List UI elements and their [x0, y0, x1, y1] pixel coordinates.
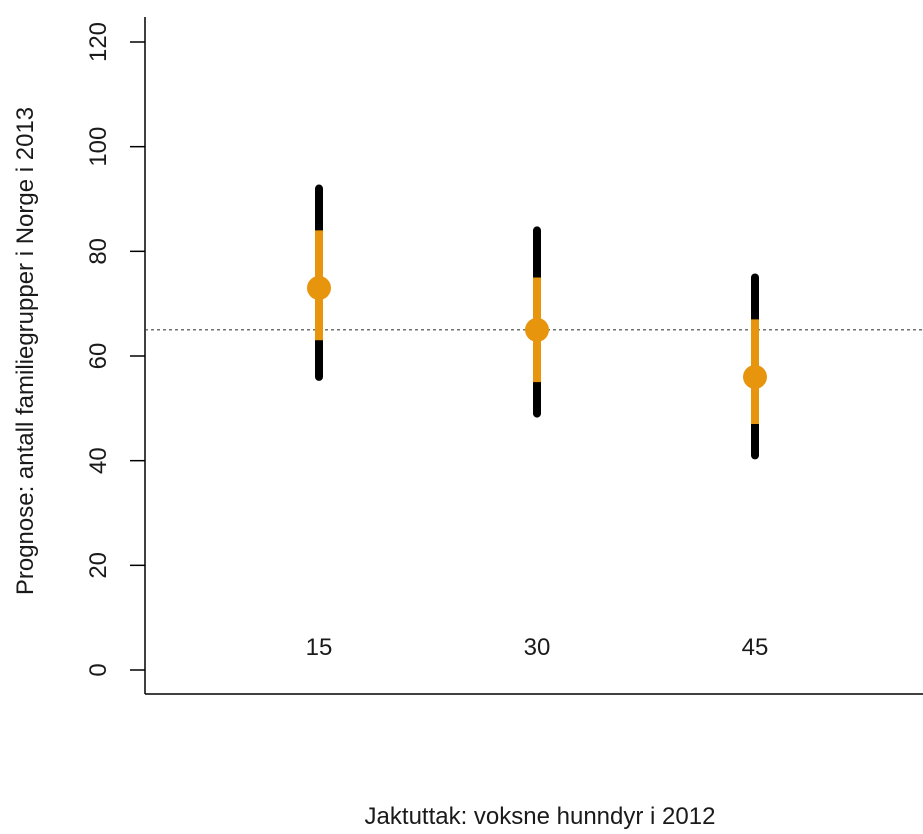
y-tick-label: 80	[85, 238, 112, 265]
estimate-point	[525, 317, 549, 342]
y-tick-label: 60	[85, 343, 112, 370]
y-ticks: 0 20 40 60 80 100 120	[85, 22, 145, 677]
category-label: 15	[306, 634, 333, 661]
estimate-point	[307, 275, 331, 300]
y-tick-label: 120	[85, 22, 112, 62]
x-axis-label: Jaktuttak: voksne hunndyr i 2012	[365, 803, 716, 830]
estimate-point	[743, 364, 767, 389]
y-axis: 0 20 40 60 80 100 120	[85, 17, 146, 694]
data-marks	[307, 184, 767, 460]
category-label: 30	[524, 634, 551, 661]
y-tick-label: 0	[85, 663, 112, 676]
y-tick-label: 100	[85, 127, 112, 167]
category-labels: 15 30 45	[306, 634, 769, 661]
category-label: 45	[742, 634, 769, 661]
y-tick-label: 40	[85, 447, 112, 474]
y-axis-label: Prognose: antall familiegrupper i Norge …	[12, 107, 39, 595]
y-tick-label: 20	[85, 552, 112, 579]
